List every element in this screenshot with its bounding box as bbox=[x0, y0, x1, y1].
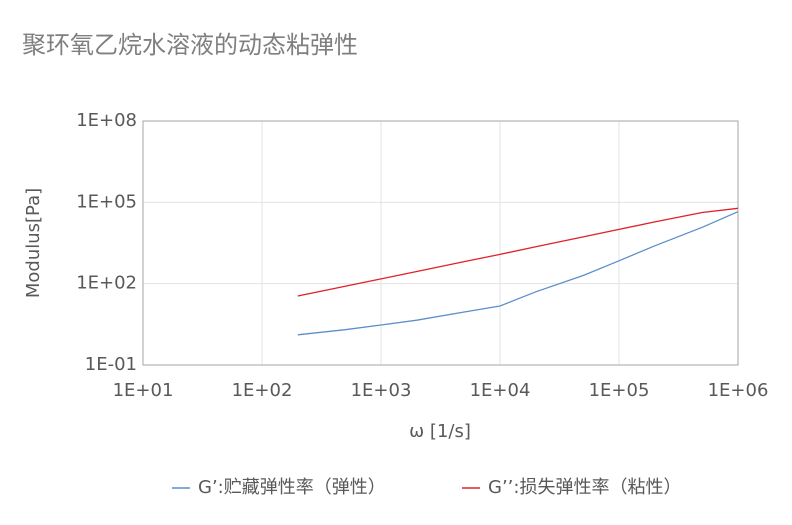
y-tick-label: 1E-01 bbox=[85, 354, 137, 375]
x-tick-label: 1E+01 bbox=[113, 380, 174, 401]
chart-title: 聚环氧乙烷水溶液的动态粘弹性 bbox=[22, 31, 358, 59]
legend-label: G’:贮藏弹性率（弹性） bbox=[198, 477, 386, 498]
x-tick-label: 1E+02 bbox=[232, 380, 293, 401]
legend-label: G’’:损失弹性率（粘性） bbox=[488, 477, 681, 498]
x-tick-label: 1E+06 bbox=[708, 380, 769, 401]
x-tick-label: 1E+04 bbox=[470, 380, 531, 401]
y-tick-label: 1E+05 bbox=[76, 191, 137, 212]
y-axis-label: Modulus[Pa] bbox=[23, 188, 44, 298]
series-line bbox=[297, 207, 739, 297]
plot-border bbox=[142, 120, 739, 366]
y-tick-label: 1E+02 bbox=[76, 273, 137, 294]
series-line bbox=[297, 211, 739, 336]
y-tick-label: 1E+08 bbox=[76, 110, 137, 131]
x-axis-label: ω [1/s] bbox=[409, 421, 471, 442]
x-tick-label: 1E+05 bbox=[589, 380, 650, 401]
x-tick-label: 1E+03 bbox=[351, 380, 412, 401]
